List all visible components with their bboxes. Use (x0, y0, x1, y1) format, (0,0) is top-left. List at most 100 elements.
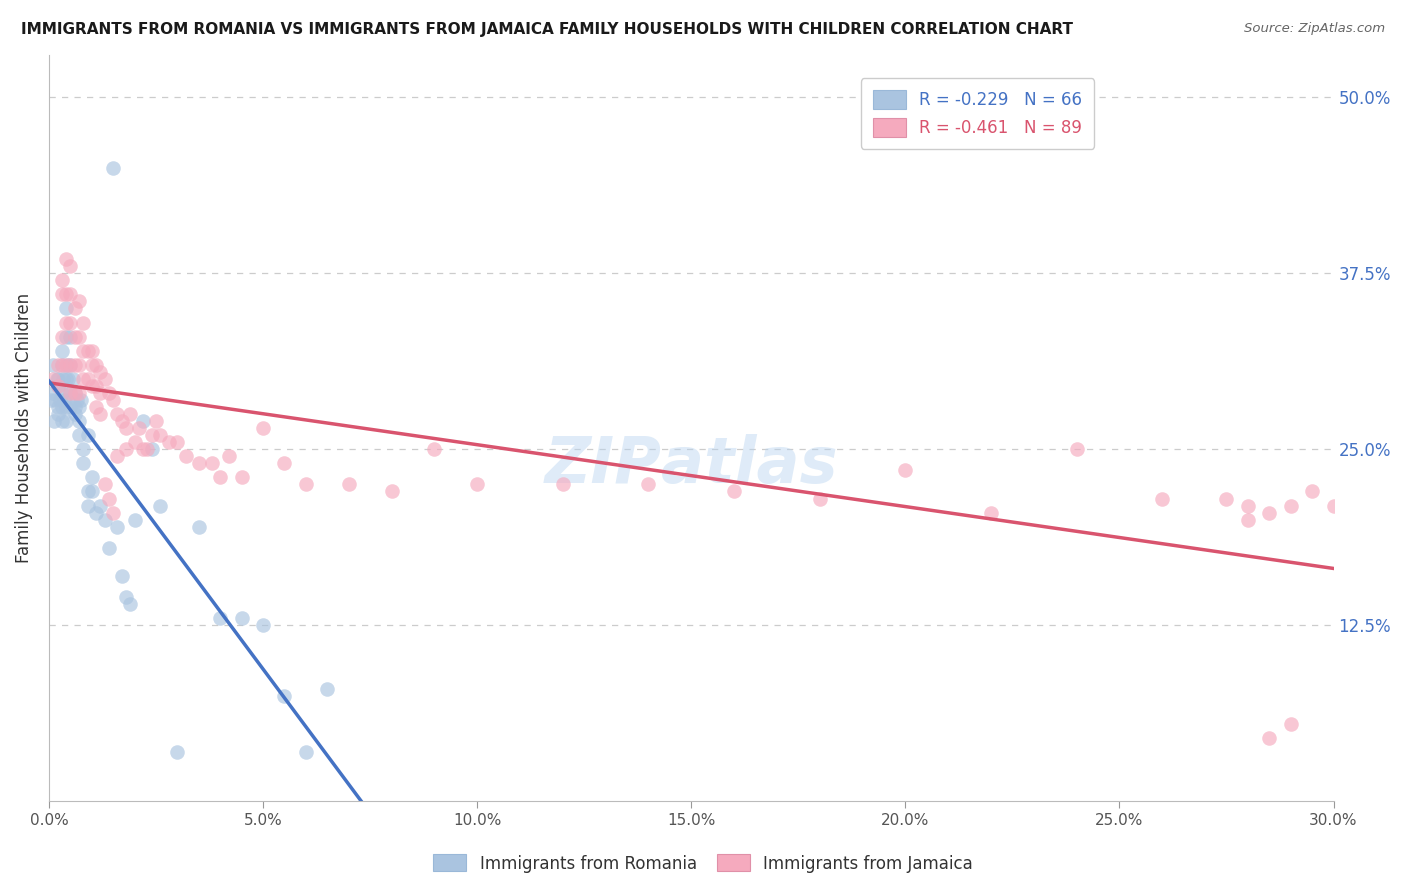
Point (252, 421, 274, 435)
Point (48, 407, 70, 421)
Point (63, 407, 86, 421)
Point (218, 450, 240, 464)
Point (44, 392, 66, 407)
Legend: Immigrants from Romania, Immigrants from Jamaica: Immigrants from Romania, Immigrants from… (426, 847, 980, 880)
Point (67, 329, 90, 343)
Point (174, 450, 197, 464)
Point (145, 414, 167, 428)
Point (72, 316, 94, 330)
Point (1279, 499, 1302, 513)
Point (80, 484, 103, 499)
Point (187, 519, 209, 533)
Point (76, 428, 98, 442)
Point (894, 463, 917, 477)
Point (51, 329, 73, 343)
Point (209, 611, 232, 625)
Point (67, 400, 90, 414)
Point (59, 358, 82, 372)
Point (55, 400, 77, 414)
Point (59, 287, 82, 301)
Point (66, 392, 89, 407)
Point (97, 491, 120, 506)
Text: Source: ZipAtlas.com: Source: ZipAtlas.com (1244, 22, 1385, 36)
Point (149, 428, 172, 442)
Point (84, 379, 107, 393)
Point (107, 407, 129, 421)
Point (46, 372, 69, 386)
Point (111, 569, 134, 583)
Y-axis label: Family Households with Children: Family Households with Children (15, 293, 32, 563)
Point (80, 470, 103, 484)
Point (120, 407, 142, 421)
Point (72, 343, 94, 358)
Point (1237, 499, 1260, 513)
Text: IMMIGRANTS FROM ROMANIA VS IMMIGRANTS FROM JAMAICA FAMILY HOUSEHOLDS WITH CHILDR: IMMIGRANTS FROM ROMANIA VS IMMIGRANTS FR… (21, 22, 1073, 37)
Point (76, 499, 98, 513)
Point (93, 477, 115, 491)
Point (63, 386, 86, 401)
Point (42, 358, 65, 372)
Point (55, 301, 77, 316)
Point (166, 435, 188, 450)
Legend: R = -0.229   N = 66, R = -0.461   N = 89: R = -0.229 N = 66, R = -0.461 N = 89 (860, 78, 1094, 149)
Point (56, 358, 79, 372)
Point (55, 414, 77, 428)
Point (1279, 716, 1302, 731)
Point (187, 456, 209, 470)
Point (84, 400, 107, 414)
Point (76, 484, 98, 499)
Point (124, 435, 146, 450)
Point (93, 372, 115, 386)
Point (723, 484, 745, 499)
Point (51, 386, 73, 401)
Point (103, 161, 125, 175)
Point (76, 372, 98, 386)
Point (273, 689, 295, 703)
Point (46, 358, 69, 372)
Point (80, 358, 103, 372)
Point (59, 386, 82, 401)
Point (136, 442, 159, 457)
Point (1258, 506, 1281, 520)
Point (52, 372, 75, 386)
Point (1237, 513, 1260, 527)
Point (107, 450, 129, 464)
Text: ZIP​atlas: ZIP​atlas (544, 434, 838, 497)
Point (80, 379, 103, 393)
Point (72, 372, 94, 386)
Point (59, 358, 82, 372)
Point (46, 400, 69, 414)
Point (59, 329, 82, 343)
Point (84, 506, 107, 520)
Point (115, 442, 138, 457)
Point (166, 745, 188, 759)
Point (157, 435, 180, 450)
Point (93, 513, 115, 527)
Point (295, 477, 318, 491)
Point (67, 294, 90, 309)
Point (1258, 731, 1281, 745)
Point (808, 491, 831, 506)
Point (58, 372, 80, 386)
Point (55, 372, 77, 386)
Point (380, 484, 402, 499)
Point (128, 421, 150, 435)
Point (201, 456, 224, 470)
Point (231, 470, 253, 484)
Point (42, 372, 65, 386)
Point (103, 506, 125, 520)
Point (97, 541, 120, 555)
Point (63, 386, 86, 401)
Point (51, 287, 73, 301)
Point (63, 358, 86, 372)
Point (465, 477, 488, 491)
Point (115, 421, 138, 435)
Point (97, 386, 120, 401)
Point (89, 407, 111, 421)
Point (149, 499, 172, 513)
Point (46, 379, 69, 393)
Point (1215, 491, 1237, 506)
Point (51, 414, 73, 428)
Point (316, 681, 339, 696)
Point (637, 477, 659, 491)
